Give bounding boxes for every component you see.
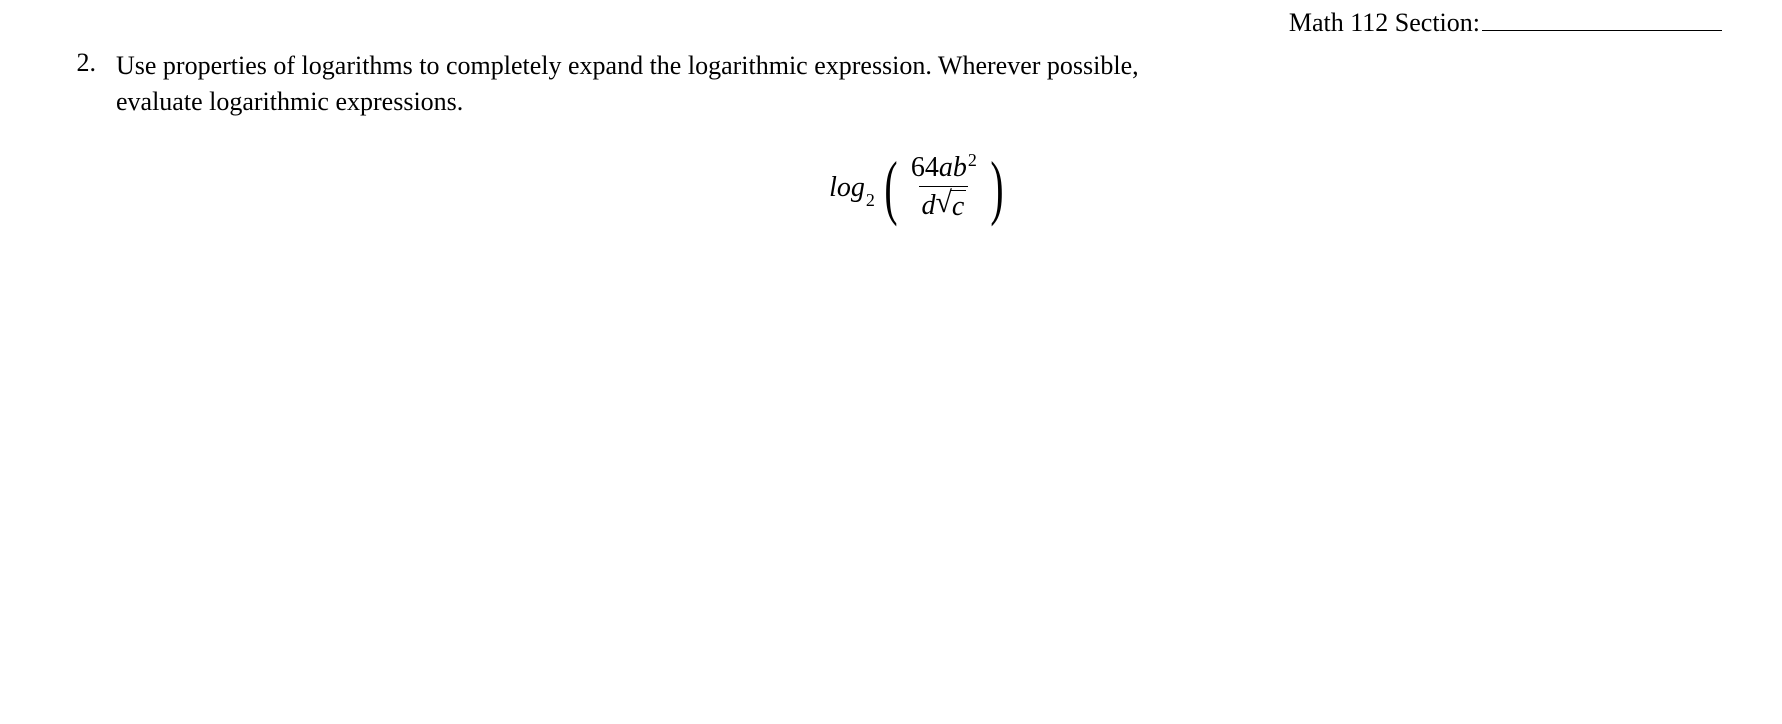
right-paren: ) — [990, 157, 1003, 218]
denominator: d√c — [919, 186, 968, 223]
log-with-base: log 2 — [829, 168, 875, 207]
denominator-var-d: d — [921, 190, 935, 221]
problem-text-line2: evaluate logarithmic expressions. — [116, 84, 1722, 120]
numerator-var-b: b — [953, 152, 967, 183]
math-inner: log 2 ( 64ab2 d√c ) — [829, 153, 1009, 223]
log-label: log — [829, 168, 865, 207]
numerator: 64ab2 — [909, 153, 979, 186]
numerator-var-a: a — [939, 152, 953, 183]
problem-text-line1: Use properties of logarithms to complete… — [116, 48, 1722, 84]
problem-container: 2. Use properties of logarithms to compl… — [68, 48, 1722, 223]
math-expression: log 2 ( 64ab2 d√c ) — [116, 153, 1722, 223]
radicand: c — [950, 190, 966, 223]
left-paren: ( — [884, 157, 897, 218]
section-blank-line — [1482, 11, 1722, 31]
log-base: 2 — [866, 188, 875, 213]
numerator-exponent: 2 — [968, 150, 977, 170]
problem-number: 2. — [68, 48, 96, 78]
sqrt-wrap: √c — [935, 190, 966, 223]
course-label: Math 112 Section: — [1289, 8, 1480, 37]
course-header: Math 112 Section: — [1289, 8, 1722, 38]
problem-body: Use properties of logarithms to complete… — [116, 48, 1722, 223]
numerator-constant: 64 — [911, 152, 939, 183]
fraction: 64ab2 d√c — [909, 153, 979, 223]
sqrt-sign: √ — [935, 188, 951, 218]
